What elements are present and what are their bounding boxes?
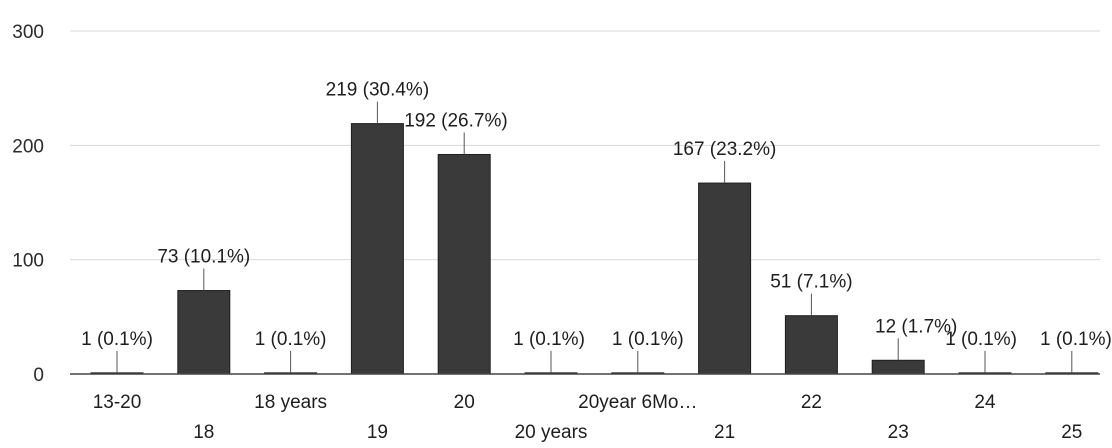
x-tick-label: 24 xyxy=(974,392,996,413)
x-tick-label: 23 xyxy=(888,422,909,443)
data-label: 167 (23.2%) xyxy=(673,139,777,160)
y-tick-label: 300 xyxy=(12,22,44,43)
bar xyxy=(698,182,752,375)
x-tick-label: 18 years xyxy=(254,392,327,413)
data-label: 73 (10.1%) xyxy=(157,247,250,268)
x-tick-label: 20 years xyxy=(515,422,588,443)
bar xyxy=(437,153,491,375)
label-leaders xyxy=(116,101,1073,373)
data-label: 1 (0.1%) xyxy=(612,329,684,350)
bar xyxy=(177,290,231,375)
data-label: 1 (0.1%) xyxy=(513,329,585,350)
data-label: 219 (30.4%) xyxy=(326,80,430,101)
x-tick-label: 22 xyxy=(801,392,822,413)
data-label: 1 (0.1%) xyxy=(1040,329,1112,350)
bar xyxy=(350,123,404,375)
data-label: 192 (26.7%) xyxy=(404,110,508,131)
bar xyxy=(871,359,925,375)
data-label: 1 (0.1%) xyxy=(945,329,1017,350)
bar xyxy=(784,315,838,375)
data-label: 51 (7.1%) xyxy=(770,272,852,293)
x-axis-ticks: 13-20 18 18 years 19 20 20 years 20year 6Mo… 21… xyxy=(93,392,1083,443)
x-tick-label: 20 xyxy=(454,392,475,413)
x-tick-label: 18 xyxy=(193,422,214,443)
data-label: 12 (1.7%) xyxy=(875,316,957,337)
y-axis-ticks: 0 100 200 300 xyxy=(12,22,44,386)
y-tick-label: 0 xyxy=(33,365,44,386)
y-tick-label: 200 xyxy=(12,136,44,157)
data-label: 1 (0.1%) xyxy=(81,329,153,350)
data-label: 1 (0.1%) xyxy=(255,329,327,350)
gridlines xyxy=(70,30,1100,261)
bars xyxy=(90,123,1099,375)
y-tick-label: 100 xyxy=(12,251,44,272)
x-tick-label: 13-20 xyxy=(93,392,142,413)
x-tick-label: 25 xyxy=(1061,422,1082,443)
data-labels: 1 (0.1%) 73 (10.1%) 1 (0.1%) 219 (30.4%) 192… xyxy=(81,80,1112,350)
x-tick-label: 20year 6Mo… xyxy=(578,392,697,413)
x-tick-label: 19 xyxy=(367,422,388,443)
x-tick-label: 21 xyxy=(714,422,735,443)
